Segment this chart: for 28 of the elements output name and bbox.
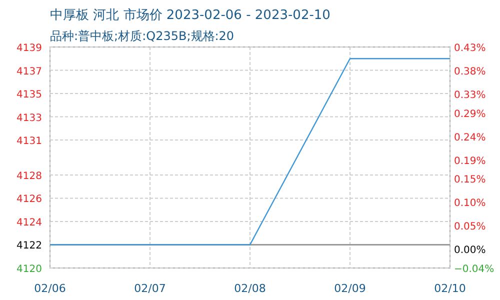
y2-tick-label: 0.15% xyxy=(454,174,486,186)
y-tick-label: 4137 xyxy=(16,66,42,78)
y2-tick-label: 0.05% xyxy=(454,222,486,233)
y-tick-label: 4122 xyxy=(16,240,42,252)
y-tick-label: 4128 xyxy=(16,170,42,182)
y2-tick-label: 0.00% xyxy=(454,245,486,256)
y-tick-label: 4139 xyxy=(16,43,42,54)
x-tick-label: 02/06 xyxy=(34,282,66,295)
y-tick-label: 4124 xyxy=(16,217,42,228)
y2-tick-label: 0.43% xyxy=(454,43,486,54)
chart-title: 中厚板 河北 市场价 2023-02-06 - 2023-02-10 xyxy=(50,8,330,23)
y2-tick-label: 0.24% xyxy=(454,132,486,144)
chart-subtitle: 品种:普中板;材质:Q235B;规格:20 xyxy=(50,29,234,43)
y-tick-label: 4126 xyxy=(16,194,42,206)
x-tick-label: 02/10 xyxy=(434,282,466,295)
y2-tick-label: 0.19% xyxy=(454,156,486,167)
y2-tick-label: 0.33% xyxy=(454,90,486,102)
y2-tick-label: −0.04% xyxy=(454,264,494,275)
x-tick-label: 02/08 xyxy=(234,282,266,295)
x-tick-label: 02/07 xyxy=(134,282,166,295)
x-tick-label: 02/09 xyxy=(334,282,366,295)
y-tick-label: 4133 xyxy=(16,112,42,124)
y-tick-label: 4135 xyxy=(16,90,42,101)
y2-tick-label: 0.10% xyxy=(454,198,486,210)
y2-tick-label: 0.38% xyxy=(454,66,486,78)
y-tick-label: 4131 xyxy=(16,136,42,148)
y-tick-label: 4120 xyxy=(16,264,42,275)
y2-tick-label: 0.29% xyxy=(454,108,486,120)
